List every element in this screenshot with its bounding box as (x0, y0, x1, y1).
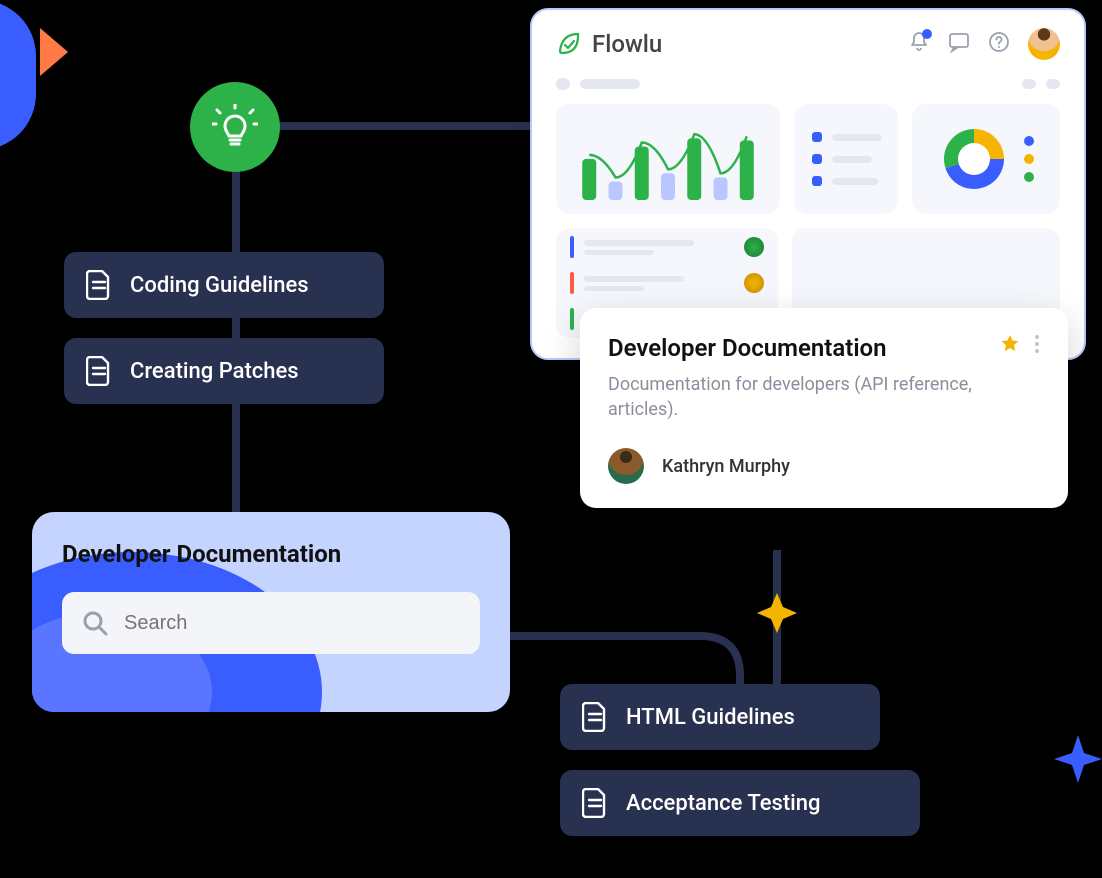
search-icon (82, 610, 108, 636)
brand: Flowlu (556, 30, 662, 58)
connector-line (270, 122, 534, 130)
search-box[interactable] (62, 592, 480, 654)
chip-creating-patches[interactable]: Creating Patches (64, 338, 384, 404)
list-card (794, 104, 898, 214)
doc-card-subtitle: Documentation for developers (API refere… (608, 372, 1040, 422)
chip-label: HTML Guidelines (626, 705, 795, 730)
donut-legend (1024, 136, 1034, 182)
document-icon (86, 356, 112, 386)
search-input[interactable] (124, 612, 460, 635)
decor-blue-sparkle-icon (1054, 735, 1102, 783)
sparkle-gold-icon (757, 593, 797, 633)
document-icon (86, 270, 112, 300)
chip-acceptance-testing[interactable]: Acceptance Testing (560, 770, 920, 836)
chip-label: Acceptance Testing (626, 791, 821, 816)
document-icon (582, 702, 608, 732)
search-panel: Developer Documentation (32, 512, 510, 712)
legend-dot-icon (1024, 136, 1034, 146)
search-panel-title: Developer Documentation (62, 540, 480, 568)
assignee-avatar-icon (744, 273, 764, 293)
chat-icon[interactable] (948, 31, 970, 57)
donut-card (912, 104, 1060, 214)
decor-orange-arrow-icon (40, 28, 68, 76)
brand-leaf-icon (556, 31, 582, 57)
mini-chart-icon (570, 118, 766, 200)
dashboard-header: Flowlu (532, 10, 1084, 74)
user-avatar-icon[interactable] (1028, 28, 1060, 60)
doc-card[interactable]: Developer Documentation Documentation fo… (580, 308, 1068, 508)
chip-html-guidelines[interactable]: HTML Guidelines (560, 684, 880, 750)
bullet-icon (812, 154, 822, 164)
legend-dot-icon (1024, 172, 1034, 182)
legend-dot-icon (1024, 154, 1034, 164)
author-avatar-icon (608, 448, 644, 484)
chip-coding-guidelines[interactable]: Coding Guidelines (64, 252, 384, 318)
toolbar-skeleton (532, 74, 1084, 104)
doc-card-title: Developer Documentation (608, 334, 887, 362)
author-name: Kathryn Murphy (662, 456, 790, 477)
brand-name: Flowlu (592, 30, 662, 58)
bullet-icon (812, 132, 822, 142)
document-icon (582, 788, 608, 818)
help-icon[interactable] (988, 31, 1010, 57)
chart-card (556, 104, 780, 214)
idea-bulb-icon (190, 82, 280, 172)
chip-label: Coding Guidelines (130, 273, 309, 298)
bullet-icon (812, 176, 822, 186)
assignee-avatar-icon (744, 237, 764, 257)
bell-icon[interactable] (908, 31, 930, 57)
decor-blue-shape (0, 0, 36, 150)
donut-chart-icon (938, 123, 1010, 195)
star-icon[interactable] (1000, 334, 1020, 354)
more-vert-icon[interactable] (1034, 334, 1040, 354)
chip-label: Creating Patches (130, 359, 299, 384)
